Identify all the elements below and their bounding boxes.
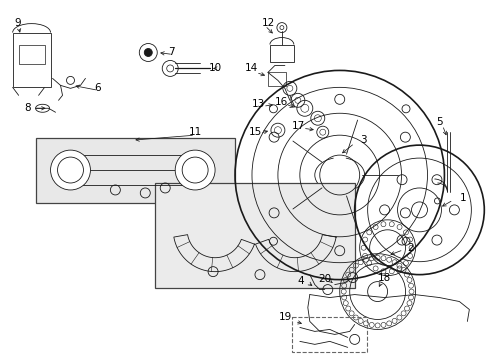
Circle shape — [50, 150, 90, 190]
Text: 5: 5 — [435, 117, 442, 127]
Text: 15: 15 — [248, 127, 262, 137]
Text: 19: 19 — [278, 312, 291, 323]
Text: 17: 17 — [291, 121, 304, 131]
Text: 2: 2 — [407, 243, 413, 253]
Bar — [36, 138, 235, 203]
Bar — [155, 183, 354, 288]
Text: 4: 4 — [297, 276, 303, 285]
Circle shape — [144, 49, 152, 57]
Circle shape — [175, 150, 215, 190]
Bar — [19, 45, 44, 64]
Bar — [13, 32, 50, 87]
Text: 11: 11 — [188, 127, 202, 137]
Text: 14: 14 — [244, 63, 258, 73]
Text: 7: 7 — [168, 48, 175, 58]
Text: 8: 8 — [24, 103, 31, 113]
Text: 9: 9 — [15, 18, 21, 28]
Bar — [267, 72, 285, 86]
Text: 20: 20 — [318, 274, 331, 284]
Text: 18: 18 — [377, 273, 390, 283]
Text: 10: 10 — [208, 63, 222, 73]
Text: 12: 12 — [262, 18, 275, 28]
Bar — [269, 45, 293, 62]
Text: 6: 6 — [94, 84, 100, 93]
Text: 16: 16 — [274, 97, 287, 107]
Text: 1: 1 — [458, 193, 465, 203]
Text: 13: 13 — [251, 99, 264, 109]
Text: 3: 3 — [359, 135, 366, 145]
Bar — [291, 318, 366, 352]
